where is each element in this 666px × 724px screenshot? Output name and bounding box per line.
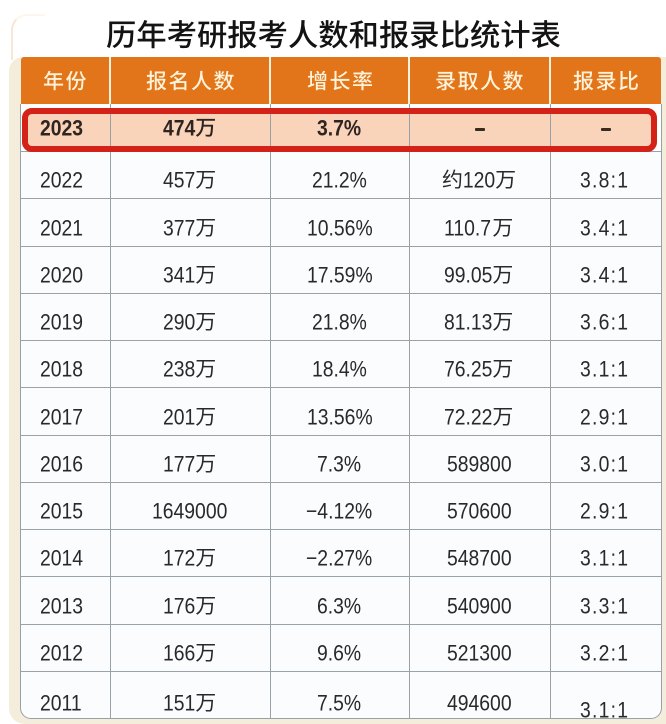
svg-text:−2.27%: −2.27% [306, 547, 372, 571]
svg-text:3.8:1: 3.8:1 [580, 169, 629, 193]
svg-text:457: 457 [163, 169, 195, 193]
svg-text:2020: 2020 [40, 263, 83, 287]
svg-text:2014: 2014 [40, 547, 83, 571]
svg-text:570600: 570600 [447, 500, 512, 524]
svg-text:3.1:1: 3.1:1 [580, 698, 629, 718]
svg-text:2018: 2018 [40, 358, 83, 382]
svg-text:494600: 494600 [447, 691, 512, 715]
svg-text:2023: 2023 [40, 116, 83, 140]
svg-text:99.05: 99.05 [444, 263, 492, 287]
svg-text:2022: 2022 [40, 169, 83, 193]
svg-text:76.25: 76.25 [444, 358, 492, 382]
svg-text:7.5%: 7.5% [317, 691, 361, 715]
svg-text:589800: 589800 [447, 452, 512, 476]
svg-text:2013: 2013 [40, 594, 83, 618]
svg-text:3.1:1: 3.1:1 [580, 358, 629, 382]
svg-text:18.4%: 18.4% [312, 358, 367, 382]
svg-text:2017: 2017 [40, 405, 83, 429]
svg-text:2021: 2021 [40, 216, 83, 240]
svg-text:3.7%: 3.7% [317, 116, 361, 140]
svg-text:110.7: 110.7 [444, 216, 491, 240]
svg-text:9.6%: 9.6% [317, 641, 361, 665]
svg-text:172: 172 [163, 547, 195, 571]
svg-text:341: 341 [163, 263, 195, 287]
svg-text:21.8%: 21.8% [312, 311, 367, 335]
svg-text:2011: 2011 [40, 691, 82, 715]
svg-text:2016: 2016 [40, 452, 83, 476]
svg-text:13.56%: 13.56% [307, 405, 373, 429]
svg-text:81.13: 81.13 [444, 311, 492, 335]
svg-text:521300: 521300 [447, 641, 512, 665]
svg-text:3.0:1: 3.0:1 [580, 452, 629, 476]
svg-text:6.3%: 6.3% [317, 594, 361, 618]
svg-text:3.4:1: 3.4:1 [580, 263, 629, 287]
svg-text:120: 120 [463, 169, 495, 193]
svg-text:3.1:1: 3.1:1 [580, 547, 629, 571]
svg-text:474: 474 [163, 116, 196, 140]
svg-text:7.3%: 7.3% [317, 452, 361, 476]
svg-text:21.2%: 21.2% [312, 169, 367, 193]
svg-text:238: 238 [163, 358, 195, 382]
svg-text:2.9:1: 2.9:1 [580, 405, 629, 429]
svg-text:2012: 2012 [40, 641, 83, 665]
svg-text:2.9:1: 2.9:1 [580, 500, 629, 524]
svg-text:176: 176 [163, 594, 195, 618]
svg-text:377: 377 [163, 216, 195, 240]
svg-text:3.3:1: 3.3:1 [580, 594, 629, 618]
svg-text:151: 151 [163, 691, 195, 715]
svg-text:290: 290 [163, 311, 195, 335]
svg-text:1649000: 1649000 [152, 500, 227, 524]
svg-text:10.56%: 10.56% [307, 216, 373, 240]
svg-text:548700: 548700 [447, 547, 512, 571]
svg-text:177: 177 [163, 452, 195, 476]
svg-text:17.59%: 17.59% [307, 263, 373, 287]
svg-text:72.22: 72.22 [444, 405, 492, 429]
svg-text:3.4:1: 3.4:1 [580, 216, 629, 240]
svg-text:2015: 2015 [40, 500, 83, 524]
svg-text:3.2:1: 3.2:1 [580, 641, 629, 665]
svg-text:3.6:1: 3.6:1 [580, 311, 629, 335]
svg-text:2019: 2019 [40, 311, 83, 335]
svg-text:201: 201 [163, 405, 195, 429]
svg-text:540900: 540900 [447, 594, 512, 618]
svg-text:−4.12%: −4.12% [306, 500, 372, 524]
svg-text:166: 166 [163, 641, 195, 665]
